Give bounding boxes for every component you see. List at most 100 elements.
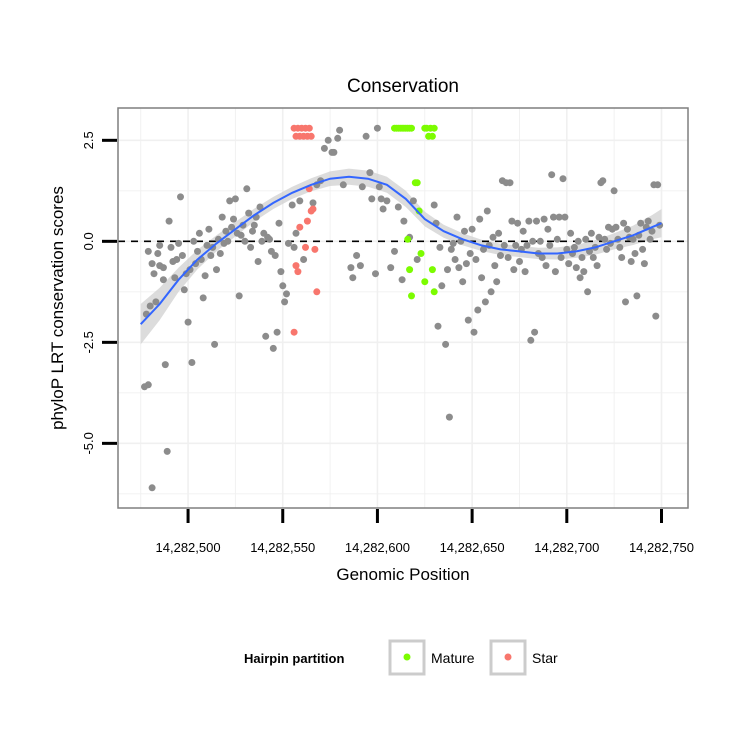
data-point-other — [290, 243, 298, 251]
data-point-other — [273, 328, 281, 336]
data-point-other — [654, 181, 662, 189]
data-point-other — [631, 250, 639, 257]
data-point-other — [347, 264, 355, 272]
data-point-other — [146, 302, 154, 310]
data-point-other — [180, 286, 188, 294]
x-tick-label: 14,282,750 — [629, 540, 694, 555]
data-point-other — [589, 254, 597, 261]
data-point-other — [358, 183, 366, 191]
x-tick-label: 14,282,650 — [440, 540, 505, 555]
data-point-other — [224, 237, 232, 245]
data-point-other — [493, 278, 501, 286]
data-point-other — [514, 219, 522, 227]
data-point-other — [353, 252, 361, 259]
data-point-star — [302, 243, 309, 251]
data-point-other — [444, 266, 451, 274]
data-point-other — [296, 197, 304, 205]
data-point-other — [523, 241, 531, 249]
data-point-other — [241, 237, 249, 245]
data-point-other — [254, 258, 262, 265]
data-point-star — [309, 205, 317, 213]
data-point-other — [262, 332, 270, 340]
data-point-other — [570, 243, 578, 251]
data-point-other — [159, 276, 167, 284]
data-point-other — [144, 381, 152, 389]
data-point-other — [413, 256, 421, 263]
data-point-other — [188, 359, 196, 366]
data-points-layer — [141, 124, 664, 492]
data-point-other — [377, 195, 385, 203]
data-point-other — [213, 266, 220, 274]
data-point-other — [190, 237, 198, 245]
plot-border — [117, 107, 689, 509]
data-point-other — [228, 223, 236, 231]
data-point-other — [489, 233, 497, 241]
data-point-other — [195, 229, 203, 237]
data-point-other — [207, 252, 215, 259]
data-point-other — [578, 254, 586, 261]
data-point-other — [550, 213, 557, 221]
data-point-other — [159, 264, 167, 272]
data-point-other — [171, 274, 179, 282]
data-point-other — [292, 229, 300, 237]
data-point-star — [313, 288, 321, 296]
data-point-other — [283, 290, 290, 298]
data-point-mature — [413, 179, 421, 187]
data-point-other — [512, 241, 520, 249]
confidence-band — [140, 168, 662, 345]
data-point-other — [529, 237, 537, 245]
data-point-other — [623, 225, 631, 233]
data-point-other — [161, 361, 169, 369]
data-point-other — [555, 213, 563, 221]
data-point-star — [292, 262, 300, 270]
data-point-other — [269, 344, 277, 352]
data-point-mature — [428, 266, 436, 274]
data-point-other — [438, 282, 446, 290]
data-point-other — [226, 197, 234, 205]
data-point-other — [551, 268, 559, 276]
data-point-other — [150, 270, 158, 278]
data-point-other — [627, 258, 635, 265]
data-point-other — [309, 199, 317, 207]
data-point-other — [362, 132, 370, 140]
data-point-other — [275, 219, 283, 227]
data-point-star — [307, 132, 315, 140]
data-point-other — [576, 274, 584, 282]
data-point-other — [601, 235, 609, 243]
data-point-mature — [417, 250, 425, 257]
data-point-other — [639, 245, 647, 253]
data-point-other — [235, 292, 243, 300]
data-point-star — [296, 223, 304, 231]
data-point-other — [548, 171, 556, 179]
data-point-other — [542, 262, 550, 270]
data-point-other — [391, 247, 398, 255]
data-point-other — [557, 254, 565, 261]
data-point-other — [455, 264, 463, 272]
data-point-mature — [404, 235, 412, 243]
legend-label-mature: Mature — [431, 650, 475, 666]
data-point-other — [230, 215, 237, 223]
data-point-other — [582, 235, 590, 243]
data-point-other — [536, 237, 544, 245]
data-point-other — [175, 239, 183, 247]
data-point-other — [284, 239, 292, 247]
data-point-other — [595, 233, 603, 241]
data-point-other — [500, 241, 508, 249]
x-axis-ticks: 14,282,500 14,282,550 14,282,600 14,282,650… — [156, 509, 694, 555]
data-point-star — [303, 217, 311, 225]
data-point-other — [165, 217, 173, 225]
data-point-other — [565, 260, 573, 268]
data-point-other — [218, 213, 226, 221]
data-point-other — [277, 268, 285, 276]
data-point-other — [366, 169, 374, 177]
confidence-band-layer — [140, 168, 662, 345]
data-point-star — [294, 268, 302, 276]
data-point-other — [506, 179, 514, 187]
data-point-other — [167, 243, 175, 251]
data-point-other — [231, 195, 239, 203]
data-point-other — [288, 201, 296, 209]
data-point-other — [203, 241, 211, 249]
data-point-other — [199, 294, 207, 302]
smooth-trend-line — [139, 175, 662, 325]
data-point-other — [177, 193, 184, 201]
